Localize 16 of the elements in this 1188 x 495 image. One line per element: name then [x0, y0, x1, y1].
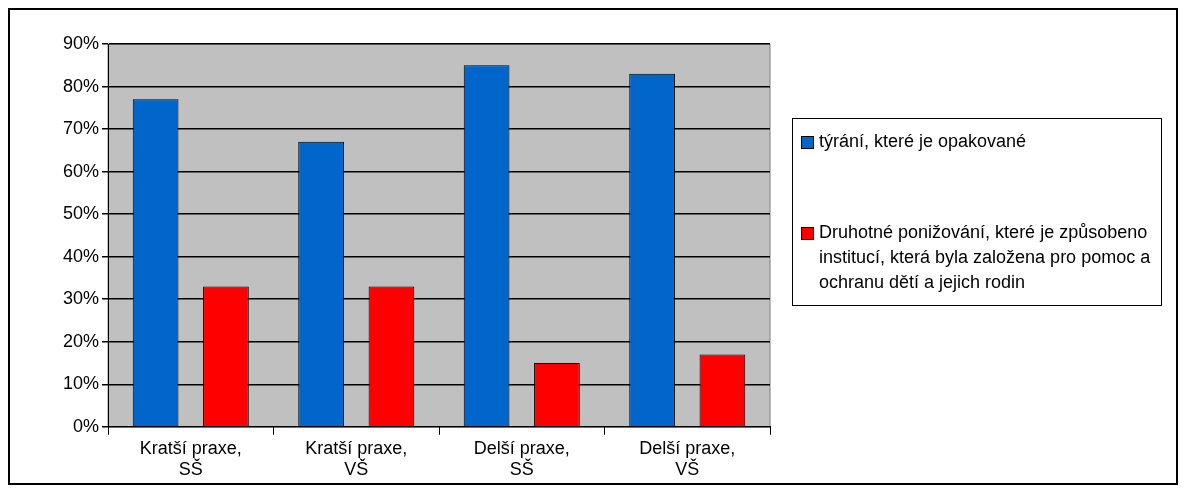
- x-tick-label: Kratší praxe, SŠ: [139, 437, 242, 480]
- y-tick-label: 60%: [63, 160, 100, 181]
- y-tick-label: 20%: [63, 330, 100, 351]
- legend-label: týrání, které je opakované: [819, 130, 1027, 153]
- y-tick-label: 70%: [63, 118, 100, 139]
- legend-label: Druhotné ponižování, které je způsobeno institucí, která byla založena pro pomoc a ochranu dětí a jejich rodin: [819, 221, 1152, 294]
- y-tick-label: 10%: [63, 373, 100, 394]
- x-tick-label: Delší praxe, SŠ: [473, 437, 570, 480]
- y-tick-label: 80%: [63, 75, 100, 96]
- x-tick-label: Kratší praxe, VŠ: [305, 437, 408, 480]
- x-tick-label: Delší praxe, VŠ: [639, 437, 736, 480]
- y-tick-label: 30%: [63, 288, 100, 309]
- y-tick-label: 40%: [63, 245, 100, 266]
- y-tick-label: 0%: [73, 415, 100, 436]
- y-tick-label: 50%: [63, 203, 100, 224]
- y-tick-label: 90%: [63, 32, 100, 53]
